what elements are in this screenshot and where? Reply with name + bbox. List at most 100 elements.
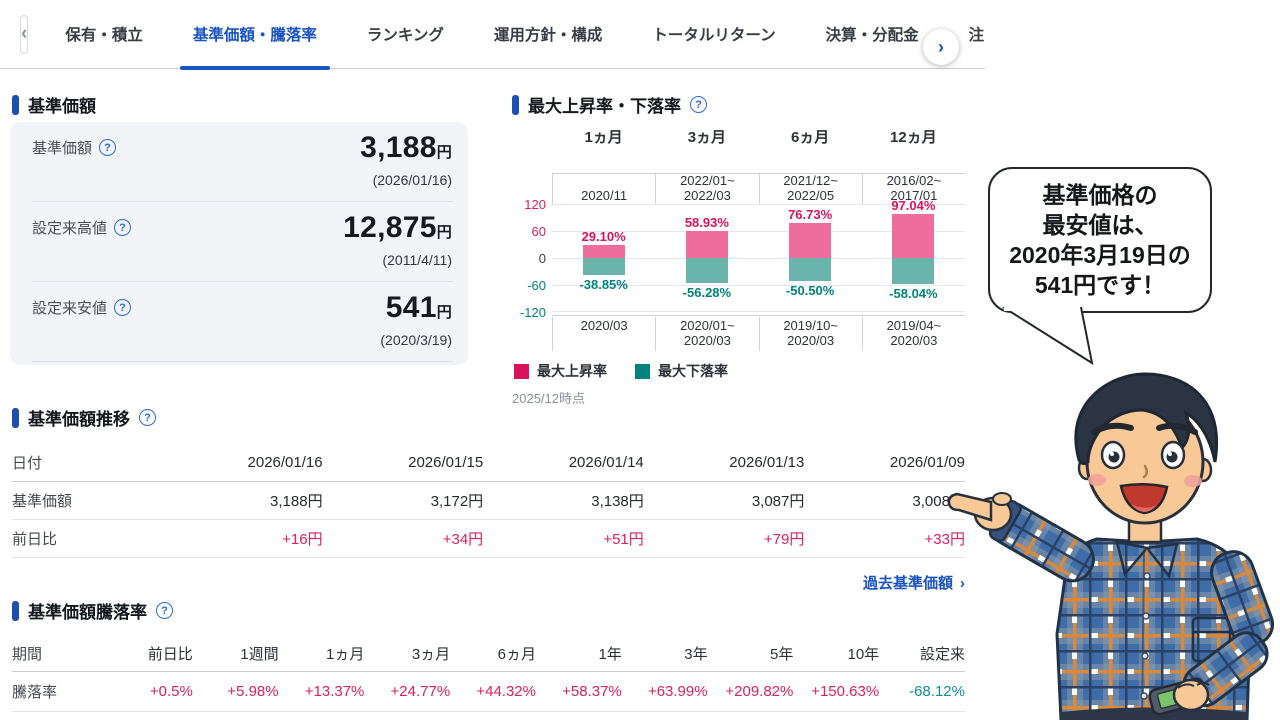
bar-max-rise — [789, 223, 832, 258]
tab-settlement-dividend[interactable]: 決算・分配金 — [825, 27, 919, 44]
legend-swatch-rise — [514, 363, 529, 379]
bar-label-fall: -56.28% — [682, 285, 732, 301]
row-header: 前日比 — [12, 531, 58, 548]
change-cell: +16円 — [282, 531, 323, 548]
speech-bubble-line: 基準価格の — [1042, 182, 1158, 208]
price-section-title-text: 基準価額 — [28, 97, 96, 116]
section-marker — [12, 407, 19, 428]
trend-table: 日付 2026/01/16 2026/01/15 2026/01/14 2026… — [12, 444, 965, 558]
help-icon[interactable]: ? — [139, 409, 156, 426]
price-cell: 3,008円 — [912, 493, 965, 510]
price-unit: 円 — [436, 304, 452, 321]
chart-top-period-band: 2020/11 2022/01~ 2022/03 2021/12~ 2022/05 … — [552, 173, 965, 204]
table-row-changes: 前日比 +16円 +34円 +51円 +79円 +33円 — [12, 520, 965, 558]
column-header: 10年 — [847, 646, 880, 663]
help-icon[interactable]: ? — [99, 139, 117, 156]
bar-max-fall — [789, 258, 832, 281]
past-price-link-text: 過去基準価額 — [862, 575, 953, 592]
price-unit: 円 — [436, 224, 452, 241]
trend-section-title-text: 基準価額推移 — [28, 410, 130, 429]
y-axis-tick: 120 — [524, 197, 546, 212]
legend-label-fall: 最大下落率 — [658, 363, 728, 379]
help-icon[interactable]: ? — [156, 602, 173, 619]
price-row-label: 基準価額 — [32, 140, 93, 157]
column-header: 前日比 — [147, 646, 193, 663]
tab-partially-hidden[interactable]: 注 — [968, 27, 985, 44]
tab-policy-composition[interactable]: 運用方針・構成 — [493, 27, 603, 44]
return-cell: +0.5% — [149, 683, 193, 700]
price-cell: 3,172円 — [430, 493, 484, 510]
gridline — [552, 204, 965, 205]
period-text: 2020/03 — [787, 333, 835, 348]
column-header: 1年 — [598, 646, 622, 663]
return-cell: -68.12% — [909, 683, 965, 700]
price-value: 3,188 — [360, 131, 437, 164]
gridline — [552, 231, 965, 232]
section-marker — [12, 94, 19, 115]
date-cell: 2026/01/16 — [247, 454, 323, 471]
chart-column-headers: 1ヵ月 3ヵ月 6ヵ月 12ヵ月 — [552, 126, 965, 148]
period-text: 2016/02~ — [886, 173, 942, 188]
return-cell: +150.63% — [811, 683, 880, 700]
period-text: 2022/05 — [787, 188, 835, 203]
tabs-scroll-next-button[interactable]: › — [923, 29, 959, 65]
price-row-low: 設定来安値 ? 541円 (2020/3/19) — [32, 282, 454, 362]
speech-bubble-line: 2020年3月19日の — [1009, 242, 1191, 268]
bar-max-fall — [892, 258, 935, 285]
column-header: 6ヵ月 — [497, 646, 536, 663]
help-icon[interactable]: ? — [114, 299, 132, 316]
price-row-current: 基準価額 ? 3,188円 (2026/01/16) — [32, 122, 454, 202]
speech-bubble: 基準価格の 最安値は、 2020年3月19日の 541円です！ — [988, 167, 1212, 313]
tabs-scroll-back-button[interactable]: ‹ — [20, 14, 29, 54]
price-section-title: 基準価額 — [12, 92, 96, 117]
change-cell: +79円 — [763, 531, 805, 548]
returns-section-title: 基準価額騰落率 ? — [12, 598, 965, 623]
past-price-link[interactable]: 過去基準価額 › — [863, 575, 965, 592]
gridline — [552, 258, 965, 259]
period-text: 2020/01~ — [680, 318, 735, 333]
tab-bar: ‹ 保有・積立 基準価額・騰落率 ランキング 運用方針・構成 トータルリターン … — [0, 0, 985, 70]
row-header: 日付 — [12, 455, 43, 472]
tab-ranking[interactable]: ランキング — [366, 27, 444, 44]
column-header: 6ヵ月 — [790, 129, 830, 146]
chart-column-3m: 58.93% -56.28% — [655, 204, 758, 312]
speech-bubble-line: 最安値は、 — [1042, 212, 1158, 238]
return-cell: +58.37% — [562, 683, 622, 700]
period-text: 2020/03 — [580, 318, 628, 333]
trend-section-title: 基準価額推移 ? — [12, 405, 965, 430]
returns-header-row: 期間 前日比 1週間 1ヵ月 3ヵ月 6ヵ月 1年 3年 5年 10年 設定来 — [12, 636, 965, 672]
column-header: 3ヵ月 — [411, 646, 451, 663]
period-text: 2017/01 — [890, 188, 938, 203]
price-cell: 3,188円 — [270, 493, 323, 510]
price-date: (2011/4/11) — [382, 252, 452, 268]
return-cell: +13.37% — [304, 683, 365, 700]
price-value: 12,875 — [343, 211, 437, 244]
legend-swatch-fall — [635, 363, 650, 379]
tab-total-return[interactable]: トータルリターン — [652, 27, 776, 44]
period-text: 2021/12~ — [783, 173, 838, 188]
chart-column-6m: 76.73% -50.50% — [759, 204, 862, 312]
return-cell: +63.99% — [647, 683, 708, 700]
gridline — [552, 285, 965, 286]
bar-label-fall: -58.04% — [889, 286, 938, 302]
returns-table: 期間 前日比 1週間 1ヵ月 3ヵ月 6ヵ月 1年 3年 5年 10年 設定来 … — [12, 636, 965, 712]
updown-section-title: 最大上昇率・下落率 ? — [512, 92, 707, 117]
date-cell: 2026/01/15 — [408, 454, 484, 471]
bar-max-fall — [685, 258, 728, 284]
change-cell: +51円 — [603, 531, 644, 548]
tab-holdings[interactable]: 保有・積立 — [65, 27, 143, 44]
chart-plot-area: 120 60 0 -60 -120 29.10% -38.85% 58.93% … — [520, 197, 965, 320]
table-row-prices: 基準価額 3,188円 3,172円 3,138円 3,087円 3,008円 — [12, 482, 965, 520]
column-header: 3ヵ月 — [687, 129, 727, 146]
help-icon[interactable]: ? — [114, 219, 132, 236]
price-date: (2026/01/16) — [372, 172, 452, 188]
price-card: 基準価額 ? 3,188円 (2026/01/16) 設定来高値 ? 12,87… — [10, 122, 468, 365]
tab-nav-price-change[interactable]: 基準価額・騰落率 — [168, 0, 342, 70]
help-icon[interactable]: ? — [690, 96, 707, 113]
period-text: 2020/03 — [683, 333, 731, 348]
chart-bottom-period-band: 2020/03 2020/01~ 2020/03 2019/10~ 2020/03 … — [552, 315, 965, 351]
y-axis-tick: 0 — [538, 251, 546, 266]
legend-label-rise: 最大上昇率 — [537, 363, 607, 379]
chevron-right-icon: › — [960, 575, 965, 592]
